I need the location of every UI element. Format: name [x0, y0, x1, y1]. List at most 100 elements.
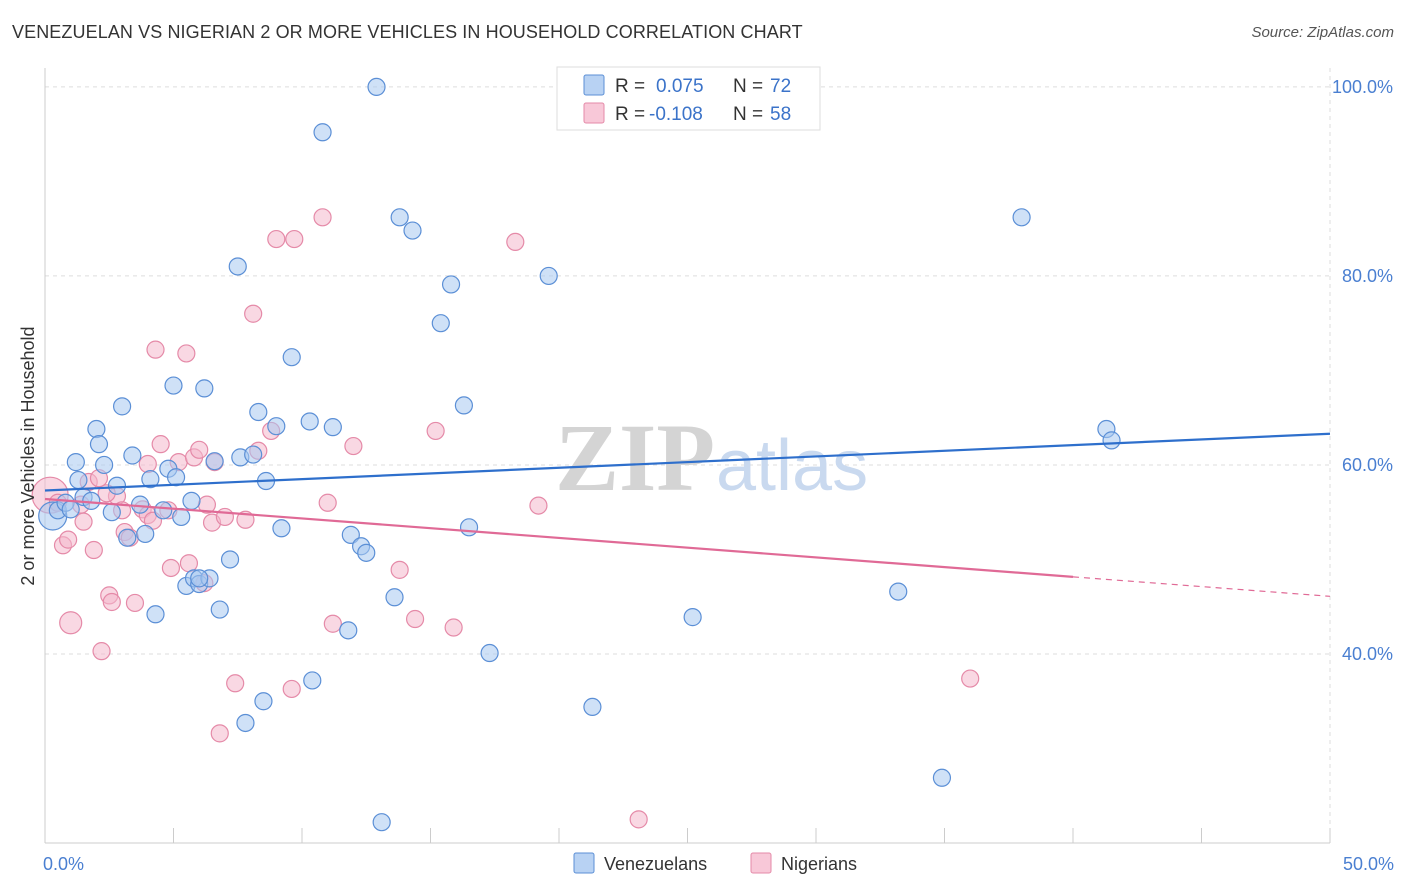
venezuelans-point-14: [118, 528, 137, 547]
venezuelans-point-61: [480, 643, 499, 663]
venezuelans-point-31: [205, 452, 224, 471]
venezuelans-point-56: [403, 221, 422, 240]
nigerians-trend-line-extension: [1072, 576, 1331, 597]
nigerians-point-44: [323, 614, 342, 633]
bottom-legend-swatch-nigerians: [750, 852, 772, 874]
nigerians-point-48: [426, 421, 445, 441]
venezuelans-point-19: [146, 605, 165, 624]
watermark-atlas: atlas: [716, 426, 868, 506]
watermark-zip: ZIP: [555, 404, 715, 511]
venezuelans-point-8: [87, 419, 106, 439]
venezuelans-point-47: [323, 418, 342, 437]
legend-n-label-1: N =: [733, 76, 763, 97]
nigerians-point-47: [405, 609, 425, 629]
nigerians-point-35: [226, 674, 245, 693]
venezuelans-point-45: [303, 671, 322, 690]
bottom-legend-swatch-venezuelans: [573, 852, 595, 874]
venezuelans-point-48: [339, 621, 358, 640]
venezuelans-point-34: [228, 257, 247, 276]
venezuelans-point-20: [154, 501, 173, 520]
venezuelans-point-15: [123, 446, 142, 465]
venezuelans-point-59: [454, 396, 474, 415]
venezuelans-point-70: [1102, 431, 1121, 450]
legend-swatch-venezuelans: [583, 74, 605, 96]
nigerians-point-43: [318, 493, 337, 512]
venezuelans-point-62: [539, 266, 558, 286]
venezuelans-point-65: [683, 608, 702, 627]
nigerians-point-12: [102, 592, 121, 612]
nigerians-point-40: [282, 679, 301, 699]
bottom-legend-label-nigerians: Nigerians: [781, 854, 857, 874]
venezuelans-point-37: [244, 445, 263, 464]
nigerians-point-37: [244, 304, 263, 323]
nigerians-point-20: [146, 340, 165, 359]
nigerians-point-10: [92, 642, 111, 661]
nigerians-point-54: [138, 454, 157, 474]
legend-r-value-2: -0.108: [649, 104, 703, 125]
venezuelans-point-41: [267, 417, 286, 436]
nigerians-point-41: [285, 229, 304, 249]
venezuelans-point-66: [889, 582, 908, 601]
venezuelans-point-10: [95, 455, 114, 475]
venezuelans-point-54: [385, 588, 404, 607]
venezuelans-point-13: [112, 397, 132, 416]
nigerians-point-25: [177, 344, 196, 363]
nigerians-point-51: [529, 496, 548, 515]
nigerians-point-39: [267, 229, 286, 249]
nigerians-point-6: [74, 512, 93, 531]
venezuelans-points: [38, 77, 1121, 832]
venezuelans-point-7: [82, 491, 101, 510]
venezuelans-point-49: [341, 525, 360, 544]
venezuelans-point-55: [390, 208, 409, 227]
venezuelans-point-38: [249, 402, 268, 422]
venezuelans-point-4: [66, 453, 85, 472]
y-axis-label: 2 or more Vehicles in Household: [18, 326, 38, 585]
nigerians-point-3: [59, 530, 78, 549]
nigerians-point-21: [151, 435, 170, 454]
source-credit: Source: ZipAtlas.com: [1251, 24, 1394, 41]
venezuelans-point-52: [367, 77, 386, 97]
venezuelans-point-32: [210, 600, 229, 619]
venezuelans-point-33: [220, 550, 240, 569]
venezuelans-point-43: [282, 348, 301, 367]
y-tick-labels: 40.0% 60.0% 80.0% 100.0%: [1332, 77, 1393, 664]
legend-n-value-1: 72: [770, 76, 791, 97]
nigerians-point-28: [190, 440, 209, 459]
bottom-legend-label-venezuelans: Venezuelans: [604, 854, 707, 874]
venezuelans-point-60: [459, 518, 479, 537]
venezuelans-trend-line: [44, 432, 1331, 492]
venezuelans-point-24: [172, 507, 191, 527]
y-tick-label-0: 40.0%: [1342, 644, 1393, 664]
nigerians-trend-line: [44, 497, 1074, 578]
venezuelans-point-23: [166, 468, 186, 487]
venezuelans-point-39: [254, 692, 273, 711]
venezuelans-point-63: [583, 697, 602, 717]
nigerians-point-53: [961, 669, 980, 688]
nigerians-point-42: [313, 208, 332, 227]
y-tick-label-1: 60.0%: [1342, 455, 1393, 475]
nigerians-point-34: [215, 507, 234, 527]
venezuelans-point-57: [431, 314, 450, 333]
nigerians-point-16: [125, 593, 145, 613]
venezuelans-point-58: [441, 275, 461, 294]
nigerians-point-52: [629, 810, 648, 829]
axes: [44, 68, 1331, 844]
nigerians-point-4: [59, 611, 83, 635]
legend-r-label-2: R =: [615, 104, 645, 125]
venezuelans-point-36: [236, 713, 255, 733]
venezuelans-point-11: [102, 503, 121, 522]
nigerians-point-8: [84, 540, 103, 560]
venezuelans-point-5: [69, 470, 88, 490]
y-tick-label-3: 100.0%: [1332, 77, 1393, 97]
y-tick-label-2: 80.0%: [1342, 266, 1393, 286]
venezuelans-point-22: [164, 376, 183, 395]
venezuelans-point-3: [61, 500, 80, 519]
venezuelans-point-12: [107, 476, 127, 495]
legend-swatch-nigerians: [583, 102, 605, 124]
venezuelans-point-42: [272, 519, 291, 538]
trend-lines: [44, 432, 1331, 597]
venezuelans-point-53: [372, 813, 391, 832]
legend-r-label-1: R =: [615, 76, 645, 97]
venezuelans-point-51: [357, 543, 376, 562]
